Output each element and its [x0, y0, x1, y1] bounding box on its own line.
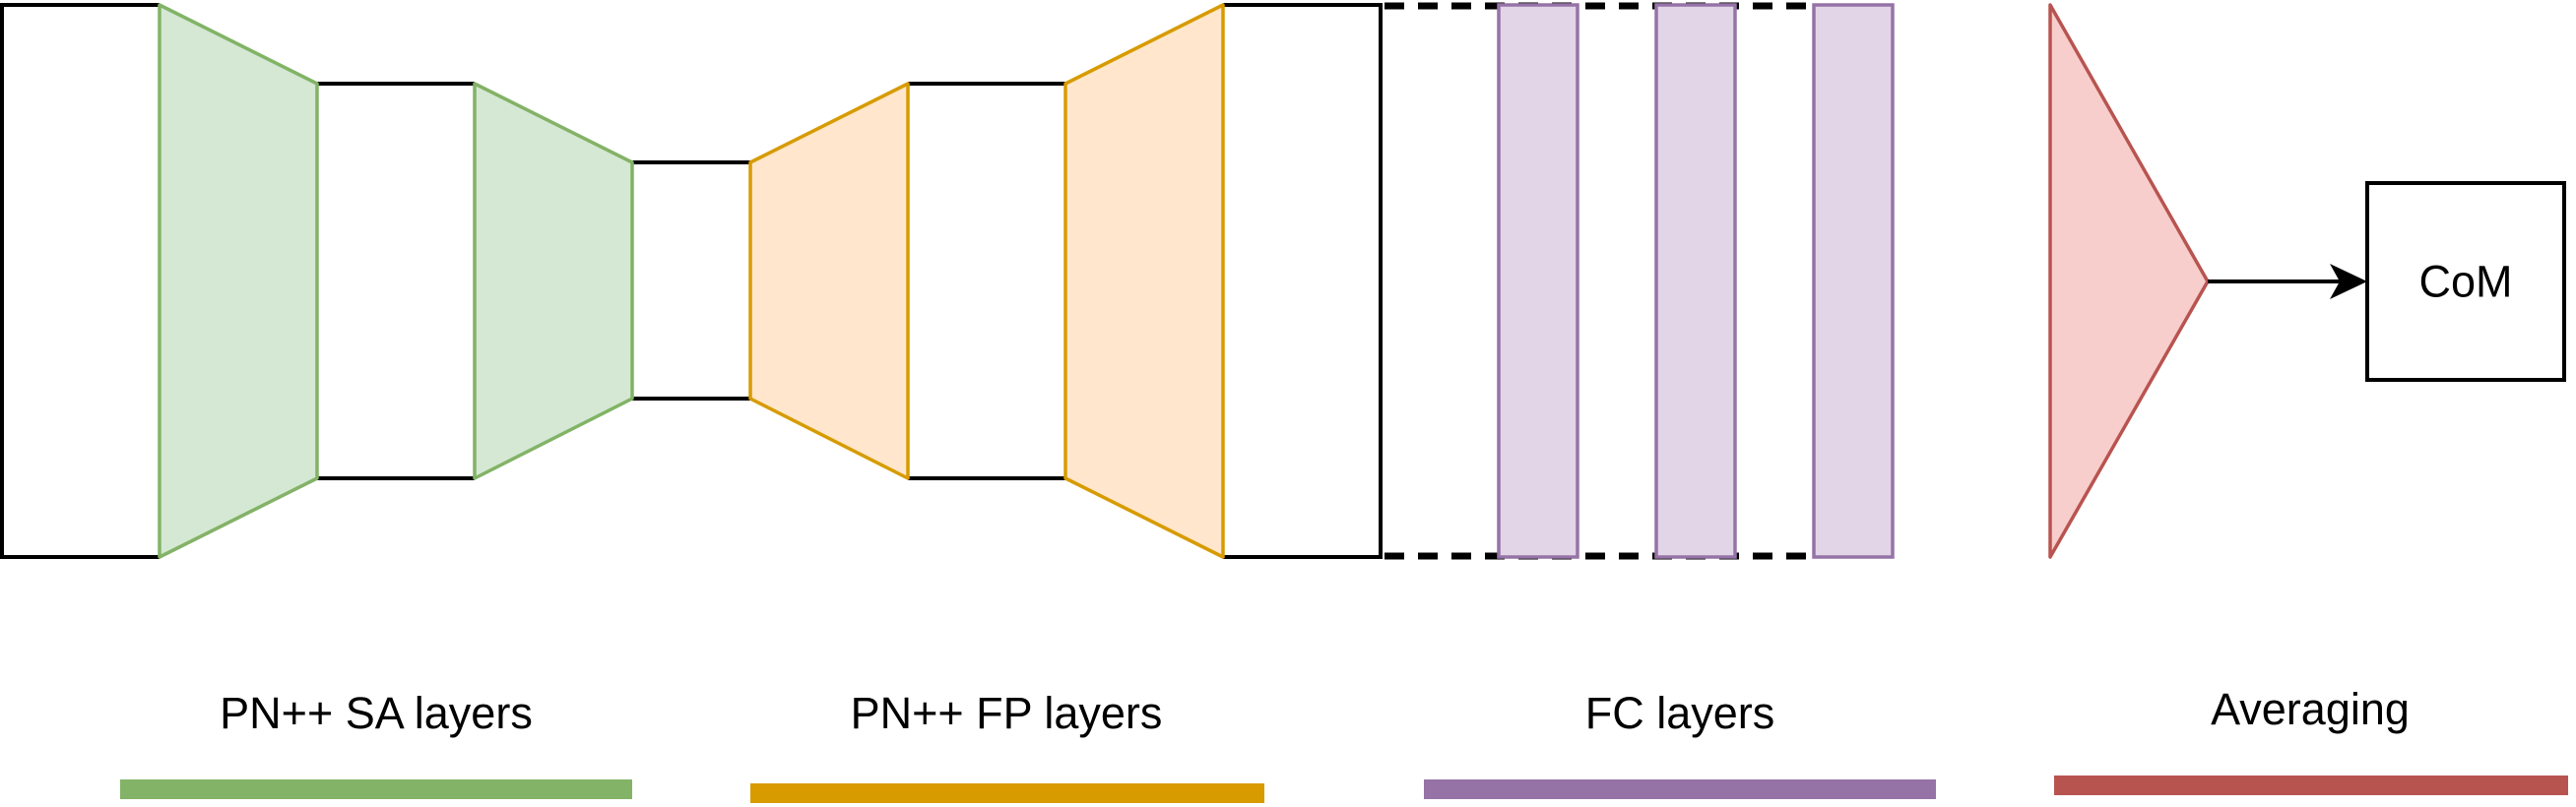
fp-layer-1: [748, 82, 910, 480]
fp-layers: [748, 3, 1225, 559]
feature-map-1: [0, 3, 160, 559]
com-box-outline: [2365, 181, 2566, 382]
fc-layer-3: [1812, 3, 1895, 559]
fc-region-border: [1385, 2, 1818, 560]
sa-layer-1: [158, 3, 319, 559]
legend-label-avg: Averaging: [2211, 684, 2410, 734]
averaging-triangle: [2048, 3, 2210, 559]
legend-swatch-fp: [750, 783, 1264, 803]
fp-layer-2: [1063, 3, 1225, 559]
legend-swatch-fc: [1424, 779, 1936, 799]
legend-label-fc: FC layers: [1585, 688, 1775, 738]
sa-layers: [158, 3, 634, 559]
fc-layer-2: [1654, 3, 1737, 559]
arrowhead-icon: [2330, 264, 2367, 299]
sa-layer-2: [473, 82, 634, 480]
output-arrow: [2208, 264, 2367, 299]
legend-swatch-avg: [2054, 776, 2568, 795]
feature-maps: [0, 3, 1383, 559]
legend-swatch-sa: [120, 779, 632, 799]
com-box-label: CoM: [2418, 257, 2512, 307]
feature-map-5: [1223, 3, 1383, 559]
legend-label-sa: PN++ SA layers: [220, 688, 533, 738]
fc-layers: [1497, 3, 1895, 559]
com-output-box: CoM: [2365, 181, 2566, 382]
legend-label-fp: PN++ FP layers: [851, 688, 1163, 738]
fc-layer-1: [1497, 3, 1579, 559]
legend: PN++ SA layers PN++ FP layers FC layers …: [120, 684, 2568, 803]
